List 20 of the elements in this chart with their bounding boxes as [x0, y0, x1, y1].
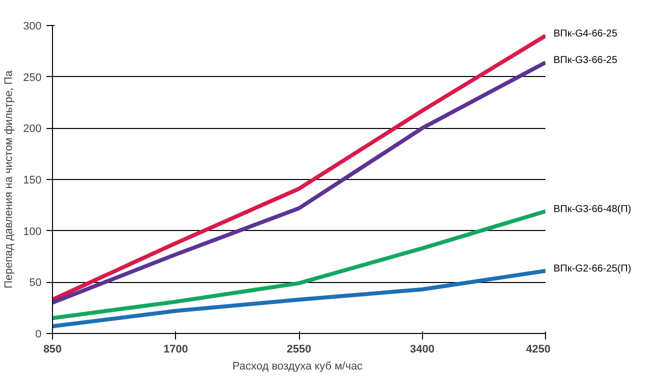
y-tick-label: 150 [23, 174, 42, 186]
x-axis-title: Расход воздуха куб м/час [232, 360, 364, 372]
line-series [52, 268, 546, 328]
x-tick-label: 3400 [410, 344, 434, 356]
series-label: ВПк-G3-66-25 [554, 54, 618, 66]
y-axis-title: Перепад давления на чистом фильтре, Па [3, 70, 16, 288]
x-tick-label: 850 [43, 344, 62, 356]
line-series [52, 209, 546, 320]
y-tick-label: 200 [23, 123, 42, 136]
x-tick-label: 1700 [164, 344, 188, 356]
y-tick-label: 100 [23, 226, 42, 238]
x-tick-label: 2550 [286, 344, 312, 356]
y-tick-label: 50 [29, 277, 42, 290]
series-label: ВПк-G3-66-48(П) [554, 204, 632, 215]
y-tick-label: 300 [23, 20, 42, 32]
y-tick-label: 0 [35, 328, 42, 340]
series-label: ВПк-G2-66-25(П) [554, 263, 632, 274]
x-tick-label: 4250 [526, 344, 551, 356]
y-tick-label: 250 [23, 72, 42, 84]
series-label: ВПк-G4-66-25 [554, 28, 618, 40]
